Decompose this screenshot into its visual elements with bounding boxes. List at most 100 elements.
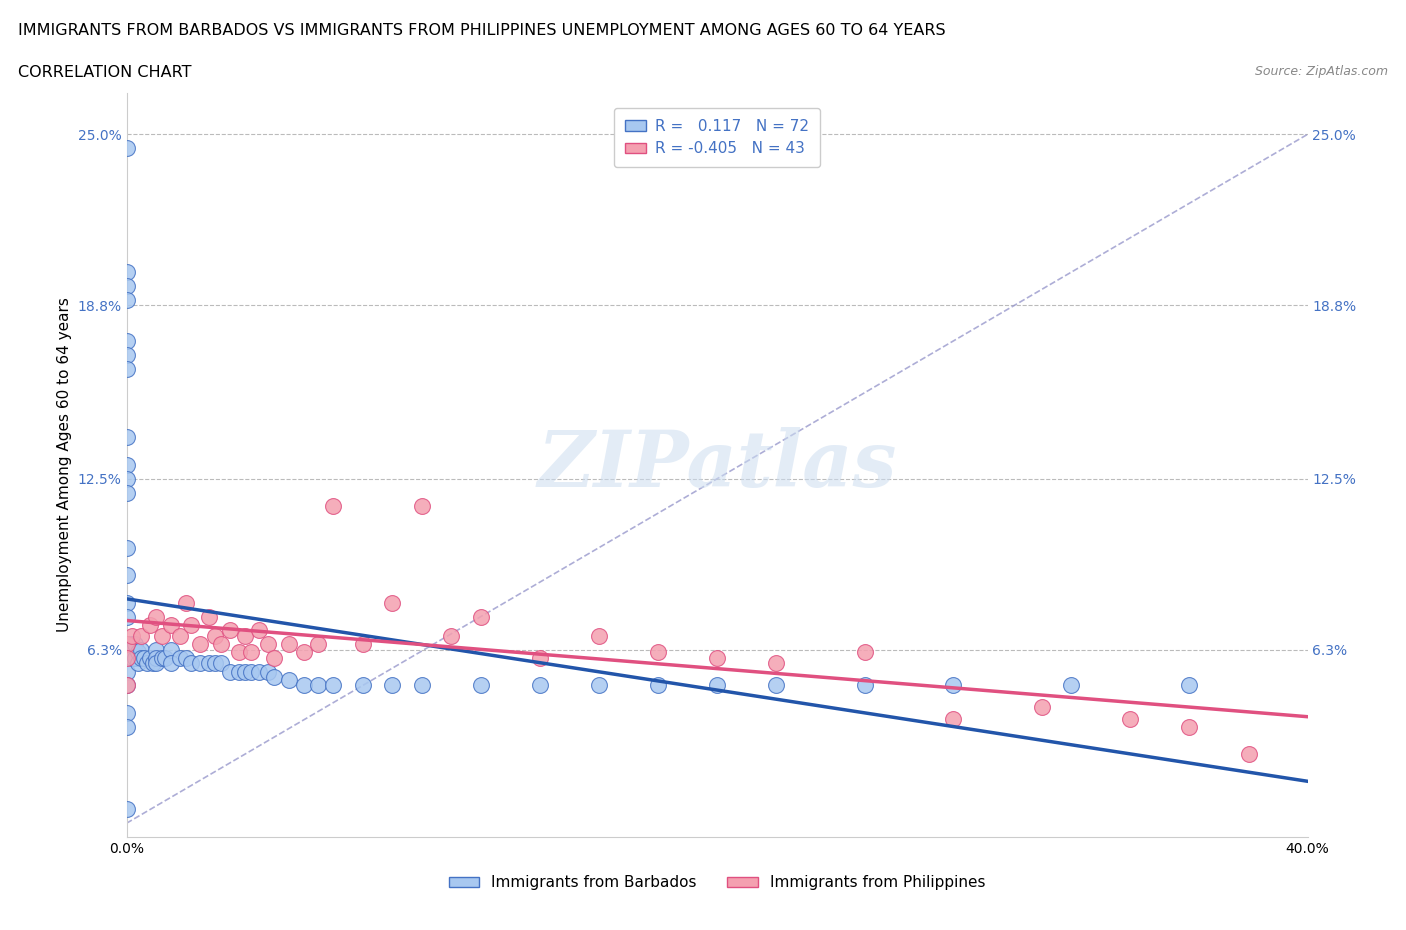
Point (278, 637, 301, 652)
Point (115, 678, 138, 693)
Point (381, 595, 404, 610)
Point (174, 595, 197, 610)
Point (159, 618, 183, 632)
Point (180, 656, 202, 671)
Text: ZIPatlas: ZIPatlas (537, 427, 897, 503)
Point (115, 719, 138, 734)
Point (174, 650, 197, 665)
Point (115, 430, 138, 445)
Point (198, 656, 221, 671)
Point (247, 664, 270, 679)
Point (233, 629, 256, 644)
Point (115, 637, 138, 652)
Point (765, 678, 787, 693)
Point (115, 458, 138, 472)
Point (115, 540, 138, 555)
Point (124, 650, 146, 665)
Point (411, 498, 433, 513)
Point (115, 706, 138, 721)
Point (765, 656, 787, 671)
Point (159, 643, 183, 658)
Point (180, 618, 202, 632)
Point (127, 644, 149, 659)
Point (381, 678, 404, 693)
Point (233, 664, 256, 679)
Point (647, 644, 669, 659)
Point (647, 678, 669, 693)
Point (263, 670, 285, 684)
Point (115, 485, 138, 500)
Point (115, 265, 138, 280)
Point (145, 656, 167, 671)
Point (1060, 678, 1083, 693)
Point (121, 629, 143, 644)
Point (411, 678, 433, 693)
Text: IMMIGRANTS FROM BARBADOS VS IMMIGRANTS FROM PHILIPPINES UNEMPLOYMENT AMONG AGES : IMMIGRANTS FROM BARBADOS VS IMMIGRANTS F… (18, 23, 946, 38)
Point (153, 650, 176, 665)
Point (115, 347, 138, 362)
Point (204, 629, 226, 644)
Point (150, 650, 173, 665)
Point (134, 650, 156, 665)
Point (115, 595, 138, 610)
Point (322, 498, 344, 513)
Point (145, 609, 167, 624)
Point (440, 629, 463, 644)
Point (129, 643, 153, 658)
Point (145, 643, 167, 658)
Point (278, 672, 301, 687)
Point (853, 678, 876, 693)
Point (136, 656, 159, 671)
Point (169, 629, 191, 644)
Point (942, 711, 965, 726)
Point (115, 609, 138, 624)
Point (209, 637, 232, 652)
Text: CORRELATION CHART: CORRELATION CHART (18, 65, 191, 80)
Point (307, 678, 329, 693)
Point (1119, 711, 1142, 726)
Point (115, 637, 138, 652)
Point (115, 361, 138, 376)
Point (115, 278, 138, 293)
Point (115, 664, 138, 679)
Point (470, 678, 492, 693)
Point (1178, 719, 1201, 734)
Point (188, 637, 211, 652)
Point (115, 292, 138, 307)
Point (115, 334, 138, 349)
Point (209, 656, 232, 671)
Point (145, 650, 167, 665)
Point (115, 568, 138, 583)
Point (853, 644, 876, 659)
Point (169, 650, 191, 665)
Point (257, 664, 280, 679)
Point (529, 678, 551, 693)
Point (1178, 678, 1201, 693)
Point (470, 609, 492, 624)
Point (115, 678, 138, 693)
Point (129, 629, 153, 644)
Point (247, 623, 270, 638)
Legend: Immigrants from Barbados, Immigrants from Philippines: Immigrants from Barbados, Immigrants fro… (443, 870, 991, 897)
Point (121, 650, 143, 665)
Point (228, 664, 250, 679)
Point (124, 637, 146, 652)
Point (1237, 747, 1260, 762)
Point (115, 472, 138, 486)
Point (257, 637, 280, 652)
Point (706, 678, 728, 693)
Point (1031, 700, 1053, 715)
Text: Source: ZipAtlas.com: Source: ZipAtlas.com (1254, 65, 1388, 78)
Point (263, 650, 285, 665)
Point (142, 656, 165, 671)
Point (159, 656, 183, 671)
Point (139, 650, 162, 665)
Point (529, 650, 551, 665)
Point (239, 644, 262, 659)
Point (198, 609, 221, 624)
Point (219, 664, 242, 679)
Point (706, 650, 728, 665)
Point (292, 678, 315, 693)
Point (942, 678, 965, 693)
Point (219, 623, 242, 638)
